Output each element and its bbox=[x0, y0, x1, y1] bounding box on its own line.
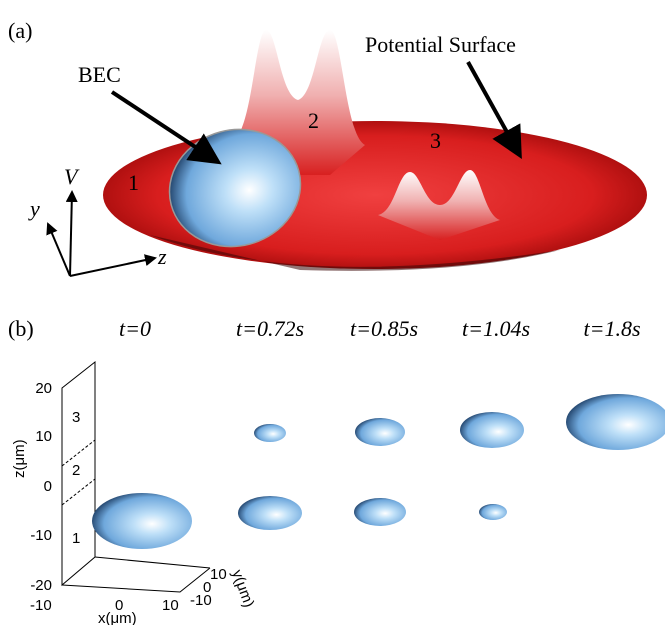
y-tick: -10 bbox=[190, 592, 212, 609]
region-label: 1 bbox=[72, 530, 80, 547]
x-tick: -10 bbox=[30, 597, 52, 614]
z-tick: -10 bbox=[30, 527, 52, 544]
time-label: t=0 bbox=[119, 316, 151, 341]
axis-label: y bbox=[28, 196, 40, 221]
panel-label: (b) bbox=[8, 316, 34, 341]
region-label: 1 bbox=[128, 170, 139, 195]
z-tick: 20 bbox=[35, 380, 52, 397]
time-label: t=0.72s bbox=[236, 316, 304, 341]
region-label: 2 bbox=[72, 462, 80, 479]
region-label: 3 bbox=[430, 128, 441, 153]
bec-cloud bbox=[92, 493, 192, 549]
axis-label: z bbox=[157, 244, 167, 269]
z-tick: 0 bbox=[44, 478, 52, 495]
bec-cloud bbox=[254, 424, 286, 442]
bec-cloud bbox=[355, 418, 405, 446]
axes-box bbox=[62, 362, 210, 592]
bec-label: BEC bbox=[78, 62, 121, 87]
time-label: t=1.8s bbox=[583, 316, 640, 341]
y-tick: 10 bbox=[210, 566, 227, 583]
bec-cloud bbox=[479, 504, 507, 520]
x-label: x(μm) bbox=[98, 610, 137, 625]
z-label: z(μm) bbox=[11, 439, 28, 478]
bec-cloud bbox=[238, 496, 302, 530]
axis-arrow bbox=[48, 224, 70, 276]
region-label: 2 bbox=[308, 108, 319, 133]
z-tick: -20 bbox=[30, 577, 52, 594]
axis-arrow bbox=[70, 192, 72, 276]
floor bbox=[62, 557, 210, 592]
bec-cloud bbox=[354, 498, 406, 526]
surface-label: Potential Surface bbox=[365, 32, 516, 57]
x-tick: 10 bbox=[162, 597, 179, 614]
time-label: t=1.04s bbox=[462, 316, 530, 341]
axis-label: V bbox=[64, 164, 80, 189]
region-label: 3 bbox=[72, 409, 80, 426]
panel-label: (a) bbox=[8, 18, 32, 43]
z-tick: 10 bbox=[35, 428, 52, 445]
bec-cloud bbox=[460, 412, 524, 448]
y-label: y(μm) bbox=[228, 568, 257, 610]
figure: (a) BEC Potential Surface 1 2 3 V y z (b… bbox=[0, 0, 665, 625]
time-label: t=0.85s bbox=[350, 316, 418, 341]
axis-arrow bbox=[70, 258, 155, 276]
bec-cloud bbox=[566, 394, 665, 450]
